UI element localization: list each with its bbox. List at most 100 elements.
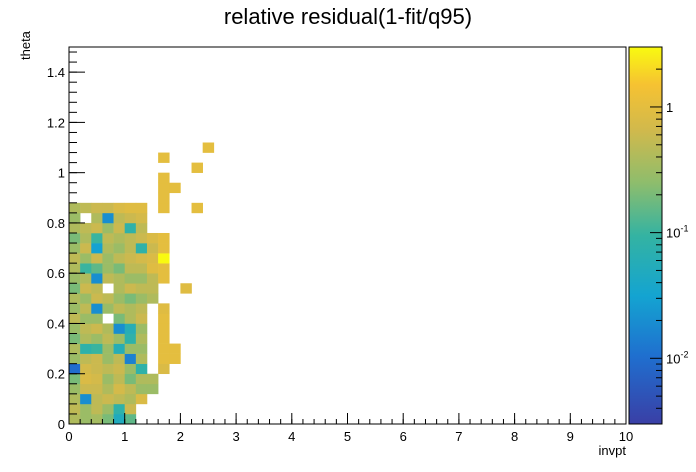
heatmap-cell	[102, 243, 114, 254]
heatmap-cell	[102, 212, 114, 224]
heatmap-cell	[113, 363, 125, 375]
heatmap-cell	[91, 222, 103, 234]
heatmap-cell	[113, 232, 125, 244]
heatmap-cell	[158, 243, 170, 254]
heatmap-cell	[113, 343, 125, 354]
heatmap-cell	[146, 263, 159, 274]
x-tick-label: 4	[288, 429, 295, 444]
heatmap-cell	[102, 303, 114, 314]
x-tick-label: 7	[455, 429, 462, 444]
heatmap-cell	[158, 303, 170, 314]
heatmap-cell	[146, 232, 159, 244]
heatmap-cell	[124, 283, 137, 294]
heatmap-cell	[91, 303, 103, 314]
y-tick-label: 0	[58, 417, 65, 432]
heatmap-cell	[91, 353, 103, 364]
y-tick-label: 1.2	[47, 115, 65, 130]
heatmap-cell	[69, 212, 81, 224]
heatmap-cell	[124, 222, 137, 234]
heatmap-cell	[80, 283, 92, 294]
heatmap-cell	[135, 253, 148, 264]
heatmap-cell	[91, 263, 103, 274]
heatmap-cell	[80, 243, 92, 254]
heatmap-cell	[113, 373, 125, 385]
heatmap-cell	[158, 353, 170, 364]
heatmap-cell	[135, 383, 148, 395]
heatmap-cell	[102, 383, 114, 395]
heatmap-cell	[158, 182, 170, 194]
heatmap-cell	[69, 313, 81, 324]
heatmap-cell	[124, 333, 137, 344]
heatmap-cell	[102, 363, 114, 375]
heatmap-cell	[135, 333, 148, 344]
heatmap-cell	[113, 283, 125, 294]
heatmap-cell	[80, 293, 92, 304]
heatmap-cell	[69, 222, 81, 234]
heatmap-cell	[124, 303, 137, 314]
heatmap-cell	[91, 212, 103, 224]
heatmap-cell	[80, 393, 92, 405]
x-tick-label: 9	[567, 429, 574, 444]
heatmap-cell	[135, 283, 148, 294]
heatmap-cell	[124, 363, 137, 375]
heatmap-cell	[80, 232, 92, 244]
heatmap-cell	[91, 343, 103, 354]
heatmap-cell	[91, 333, 103, 344]
heatmap-cell	[202, 142, 215, 153]
heatmap-cell	[135, 222, 148, 234]
heatmap-cell	[113, 393, 125, 405]
x-tick-label: 3	[232, 429, 239, 444]
x-tick-label: 1	[121, 429, 128, 444]
heatmap-cell	[80, 323, 92, 334]
heatmap-cell	[69, 363, 81, 375]
heatmap-cell	[113, 202, 125, 214]
heatmap-cell	[80, 333, 92, 344]
heatmap-cell	[113, 323, 125, 334]
x-tick-label: 0	[65, 429, 72, 444]
colorbar	[628, 46, 663, 425]
heatmap-cell	[69, 263, 81, 274]
heatmap-cell	[69, 403, 81, 415]
heatmap-cell	[80, 403, 92, 415]
heatmap-cell	[69, 343, 81, 354]
heatmap-cell	[80, 273, 92, 284]
heatmap-cell	[158, 232, 170, 244]
heatmap-cell	[113, 413, 125, 425]
heatmap-cell	[69, 333, 81, 344]
heatmap-cell	[146, 293, 159, 304]
heatmap-cell	[91, 313, 103, 324]
heatmap-cell	[80, 303, 92, 314]
heatmap-cell	[135, 313, 148, 324]
heatmap-cell	[102, 333, 114, 344]
heatmap-cell	[102, 222, 114, 234]
heatmap-cell	[158, 313, 170, 324]
heatmap-cell	[169, 353, 181, 364]
x-axis-label: invpt	[598, 443, 626, 458]
heatmap-cell	[113, 222, 125, 234]
x-tick-label: 10	[619, 429, 633, 444]
heatmap-cell	[124, 343, 137, 354]
heatmap-cell	[135, 232, 148, 244]
heatmap-cell	[91, 232, 103, 244]
colorbar-tick-label: 10-2	[666, 349, 688, 366]
heatmap-cell	[169, 343, 181, 354]
heatmap-cell	[91, 293, 103, 304]
heatmap-cell	[91, 253, 103, 264]
heatmap-cell	[124, 293, 137, 304]
heatmap-cell	[146, 283, 159, 294]
heatmap-cell	[102, 293, 114, 304]
heatmap-cell	[91, 373, 103, 385]
heatmap-cell	[69, 413, 81, 425]
heatmap-cell	[146, 273, 159, 284]
y-tick-label: 1	[58, 166, 65, 181]
heatmap-cell	[102, 253, 114, 264]
x-tick-label: 5	[344, 429, 351, 444]
heatmap-cell	[80, 413, 92, 425]
heatmap-cell	[135, 293, 148, 304]
heatmap-cell	[146, 253, 159, 264]
heatmap-cell	[135, 303, 148, 314]
heatmap-cell	[158, 192, 170, 204]
heatmap-cell	[91, 243, 103, 254]
heatmap-cell	[124, 273, 137, 284]
